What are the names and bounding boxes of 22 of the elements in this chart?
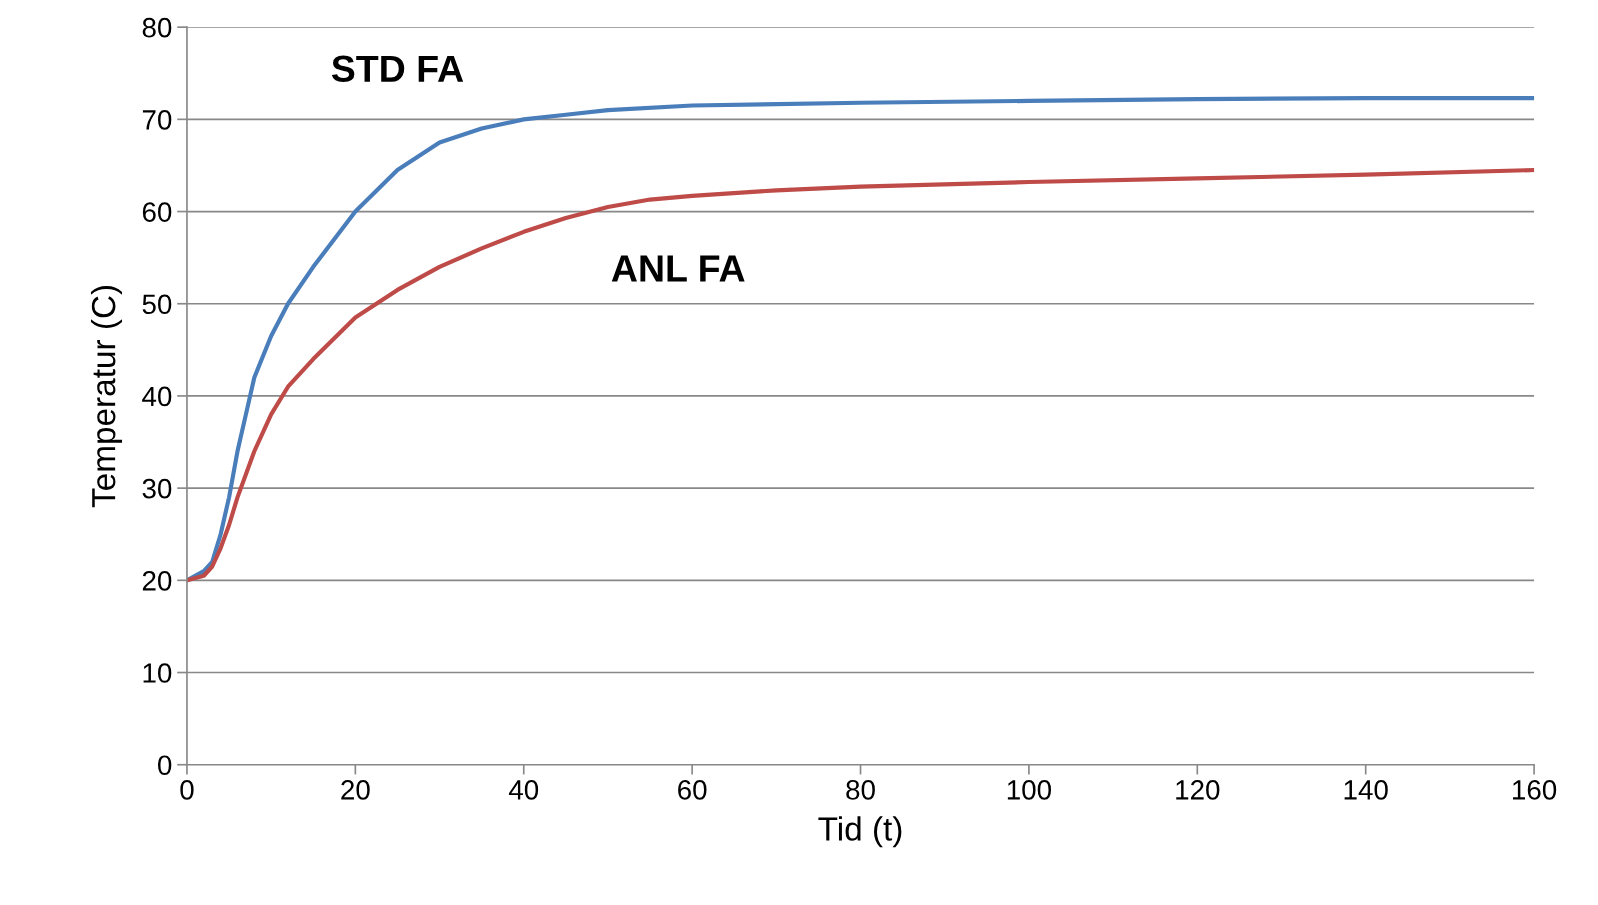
series-label: ANL FA bbox=[611, 255, 745, 282]
y-tick-label: 30 bbox=[142, 478, 172, 499]
x-tick-label: 60 bbox=[678, 780, 707, 800]
series-label: STD FA bbox=[331, 55, 464, 83]
y-tick-label: 60 bbox=[142, 202, 172, 222]
y-tick-label: 0 bbox=[158, 755, 172, 776]
y-tick-label: 40 bbox=[142, 386, 172, 407]
y-tick-label: 10 bbox=[143, 663, 172, 683]
y-tick-label: 70 bbox=[142, 110, 172, 130]
x-axis-title: Tid (t) bbox=[818, 816, 902, 848]
x-tick-label: 20 bbox=[341, 780, 370, 800]
y-tick-label: 20 bbox=[142, 571, 172, 591]
x-tick-label: 160 bbox=[1513, 780, 1557, 800]
y-tick-label: 80 bbox=[142, 17, 172, 38]
x-tick-label: 0 bbox=[180, 780, 194, 800]
x-tick-label: 100 bbox=[1007, 780, 1051, 800]
x-tick-label: 40 bbox=[508, 780, 539, 800]
y-axis-title: Temperatur (C) bbox=[90, 285, 123, 508]
x-tick-label: 140 bbox=[1344, 780, 1388, 800]
x-tick-label: 120 bbox=[1176, 780, 1220, 800]
y-tick-label: 50 bbox=[142, 294, 172, 315]
x-tick-label: 80 bbox=[846, 780, 875, 800]
